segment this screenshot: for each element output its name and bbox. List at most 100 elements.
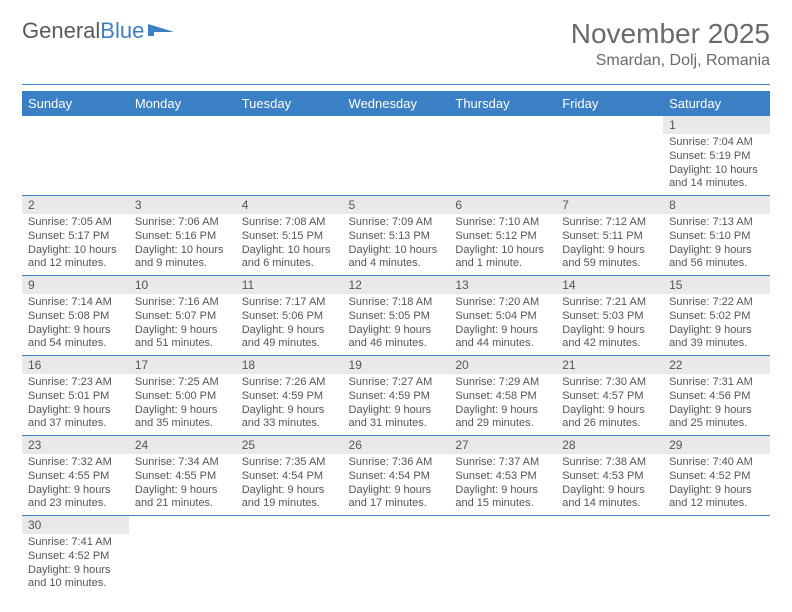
sunrise-text: Sunrise: 7:34 AM bbox=[135, 456, 230, 470]
brand-part1: General bbox=[22, 18, 100, 44]
sunset-text: Sunset: 4:55 PM bbox=[28, 470, 123, 484]
calendar-cell: 26Sunrise: 7:36 AMSunset: 4:54 PMDayligh… bbox=[343, 436, 450, 516]
sunset-text: Sunset: 5:12 PM bbox=[455, 230, 550, 244]
calendar-cell: 1Sunrise: 7:04 AMSunset: 5:19 PMDaylight… bbox=[663, 116, 770, 196]
day-number: 27 bbox=[449, 436, 556, 454]
calendar-cell: 20Sunrise: 7:29 AMSunset: 4:58 PMDayligh… bbox=[449, 356, 556, 436]
sunrise-text: Sunrise: 7:32 AM bbox=[28, 456, 123, 470]
day-number: 14 bbox=[556, 276, 663, 294]
sunrise-text: Sunrise: 7:31 AM bbox=[669, 376, 764, 390]
day-info: Sunrise: 7:29 AMSunset: 4:58 PMDaylight:… bbox=[449, 374, 556, 435]
day-number: 5 bbox=[343, 196, 450, 214]
calendar-cell: 4Sunrise: 7:08 AMSunset: 5:15 PMDaylight… bbox=[236, 196, 343, 276]
sunset-text: Sunset: 4:57 PM bbox=[562, 390, 657, 404]
sunrise-text: Sunrise: 7:14 AM bbox=[28, 296, 123, 310]
sunrise-text: Sunrise: 7:18 AM bbox=[349, 296, 444, 310]
daylight-text: Daylight: 9 hours and 49 minutes. bbox=[242, 324, 337, 352]
day-number: 11 bbox=[236, 276, 343, 294]
calendar-cell: 16Sunrise: 7:23 AMSunset: 5:01 PMDayligh… bbox=[22, 356, 129, 436]
daylight-text: Daylight: 9 hours and 23 minutes. bbox=[28, 484, 123, 512]
daylight-text: Daylight: 9 hours and 15 minutes. bbox=[455, 484, 550, 512]
day-info: Sunrise: 7:31 AMSunset: 4:56 PMDaylight:… bbox=[663, 374, 770, 435]
weekday-header: Sunday bbox=[22, 91, 129, 116]
daylight-text: Daylight: 10 hours and 9 minutes. bbox=[135, 244, 230, 272]
day-number: 24 bbox=[129, 436, 236, 454]
day-number: 17 bbox=[129, 356, 236, 374]
sunset-text: Sunset: 4:54 PM bbox=[242, 470, 337, 484]
calendar-cell: 14Sunrise: 7:21 AMSunset: 5:03 PMDayligh… bbox=[556, 276, 663, 356]
daylight-text: Daylight: 9 hours and 56 minutes. bbox=[669, 244, 764, 272]
daylight-text: Daylight: 9 hours and 37 minutes. bbox=[28, 404, 123, 432]
day-number: 3 bbox=[129, 196, 236, 214]
sunrise-text: Sunrise: 7:16 AM bbox=[135, 296, 230, 310]
day-info: Sunrise: 7:14 AMSunset: 5:08 PMDaylight:… bbox=[22, 294, 129, 355]
calendar-cell: 27Sunrise: 7:37 AMSunset: 4:53 PMDayligh… bbox=[449, 436, 556, 516]
sunrise-text: Sunrise: 7:36 AM bbox=[349, 456, 444, 470]
day-info: Sunrise: 7:40 AMSunset: 4:52 PMDaylight:… bbox=[663, 454, 770, 515]
sunrise-text: Sunrise: 7:23 AM bbox=[28, 376, 123, 390]
sunset-text: Sunset: 4:56 PM bbox=[669, 390, 764, 404]
calendar-cell bbox=[129, 516, 236, 596]
calendar-cell: 21Sunrise: 7:30 AMSunset: 4:57 PMDayligh… bbox=[556, 356, 663, 436]
day-number: 9 bbox=[22, 276, 129, 294]
calendar-cell bbox=[22, 116, 129, 196]
sunrise-text: Sunrise: 7:26 AM bbox=[242, 376, 337, 390]
day-info: Sunrise: 7:41 AMSunset: 4:52 PMDaylight:… bbox=[22, 534, 129, 595]
calendar-row: 9Sunrise: 7:14 AMSunset: 5:08 PMDaylight… bbox=[22, 276, 770, 356]
sunrise-text: Sunrise: 7:30 AM bbox=[562, 376, 657, 390]
day-number: 23 bbox=[22, 436, 129, 454]
day-info: Sunrise: 7:06 AMSunset: 5:16 PMDaylight:… bbox=[129, 214, 236, 275]
day-info: Sunrise: 7:10 AMSunset: 5:12 PMDaylight:… bbox=[449, 214, 556, 275]
calendar-cell bbox=[556, 116, 663, 196]
day-info: Sunrise: 7:12 AMSunset: 5:11 PMDaylight:… bbox=[556, 214, 663, 275]
calendar-cell: 7Sunrise: 7:12 AMSunset: 5:11 PMDaylight… bbox=[556, 196, 663, 276]
day-info: Sunrise: 7:26 AMSunset: 4:59 PMDaylight:… bbox=[236, 374, 343, 435]
day-number: 15 bbox=[663, 276, 770, 294]
sunrise-text: Sunrise: 7:22 AM bbox=[669, 296, 764, 310]
daylight-text: Daylight: 10 hours and 12 minutes. bbox=[28, 244, 123, 272]
day-number: 2 bbox=[22, 196, 129, 214]
calendar-row: 1Sunrise: 7:04 AMSunset: 5:19 PMDaylight… bbox=[22, 116, 770, 196]
sunset-text: Sunset: 4:52 PM bbox=[669, 470, 764, 484]
sunset-text: Sunset: 5:01 PM bbox=[28, 390, 123, 404]
sunrise-text: Sunrise: 7:25 AM bbox=[135, 376, 230, 390]
calendar-cell bbox=[449, 516, 556, 596]
weekday-header: Tuesday bbox=[236, 91, 343, 116]
day-number: 22 bbox=[663, 356, 770, 374]
day-info: Sunrise: 7:16 AMSunset: 5:07 PMDaylight:… bbox=[129, 294, 236, 355]
sunset-text: Sunset: 4:58 PM bbox=[455, 390, 550, 404]
day-number: 13 bbox=[449, 276, 556, 294]
sunrise-text: Sunrise: 7:27 AM bbox=[349, 376, 444, 390]
day-number: 21 bbox=[556, 356, 663, 374]
daylight-text: Daylight: 9 hours and 39 minutes. bbox=[669, 324, 764, 352]
calendar-cell: 13Sunrise: 7:20 AMSunset: 5:04 PMDayligh… bbox=[449, 276, 556, 356]
calendar-cell: 11Sunrise: 7:17 AMSunset: 5:06 PMDayligh… bbox=[236, 276, 343, 356]
day-number: 12 bbox=[343, 276, 450, 294]
day-info: Sunrise: 7:18 AMSunset: 5:05 PMDaylight:… bbox=[343, 294, 450, 355]
day-number: 1 bbox=[663, 116, 770, 134]
day-number: 7 bbox=[556, 196, 663, 214]
sunrise-text: Sunrise: 7:09 AM bbox=[349, 216, 444, 230]
calendar-row: 2Sunrise: 7:05 AMSunset: 5:17 PMDaylight… bbox=[22, 196, 770, 276]
daylight-text: Daylight: 9 hours and 29 minutes. bbox=[455, 404, 550, 432]
calendar-row: 16Sunrise: 7:23 AMSunset: 5:01 PMDayligh… bbox=[22, 356, 770, 436]
sunset-text: Sunset: 4:52 PM bbox=[28, 550, 123, 564]
sunset-text: Sunset: 5:05 PM bbox=[349, 310, 444, 324]
day-info: Sunrise: 7:04 AMSunset: 5:19 PMDaylight:… bbox=[663, 134, 770, 195]
brand-logo: GeneralBlue bbox=[22, 18, 174, 44]
calendar-cell bbox=[343, 116, 450, 196]
sunset-text: Sunset: 5:03 PM bbox=[562, 310, 657, 324]
daylight-text: Daylight: 9 hours and 59 minutes. bbox=[562, 244, 657, 272]
day-number: 28 bbox=[556, 436, 663, 454]
sunrise-text: Sunrise: 7:08 AM bbox=[242, 216, 337, 230]
location: Smardan, Dolj, Romania bbox=[571, 52, 770, 76]
day-info: Sunrise: 7:37 AMSunset: 4:53 PMDaylight:… bbox=[449, 454, 556, 515]
day-info: Sunrise: 7:32 AMSunset: 4:55 PMDaylight:… bbox=[22, 454, 129, 515]
sunset-text: Sunset: 4:59 PM bbox=[349, 390, 444, 404]
daylight-text: Daylight: 9 hours and 44 minutes. bbox=[455, 324, 550, 352]
day-info: Sunrise: 7:17 AMSunset: 5:06 PMDaylight:… bbox=[236, 294, 343, 355]
daylight-text: Daylight: 9 hours and 31 minutes. bbox=[349, 404, 444, 432]
sunset-text: Sunset: 5:15 PM bbox=[242, 230, 337, 244]
daylight-text: Daylight: 9 hours and 33 minutes. bbox=[242, 404, 337, 432]
calendar-cell: 17Sunrise: 7:25 AMSunset: 5:00 PMDayligh… bbox=[129, 356, 236, 436]
